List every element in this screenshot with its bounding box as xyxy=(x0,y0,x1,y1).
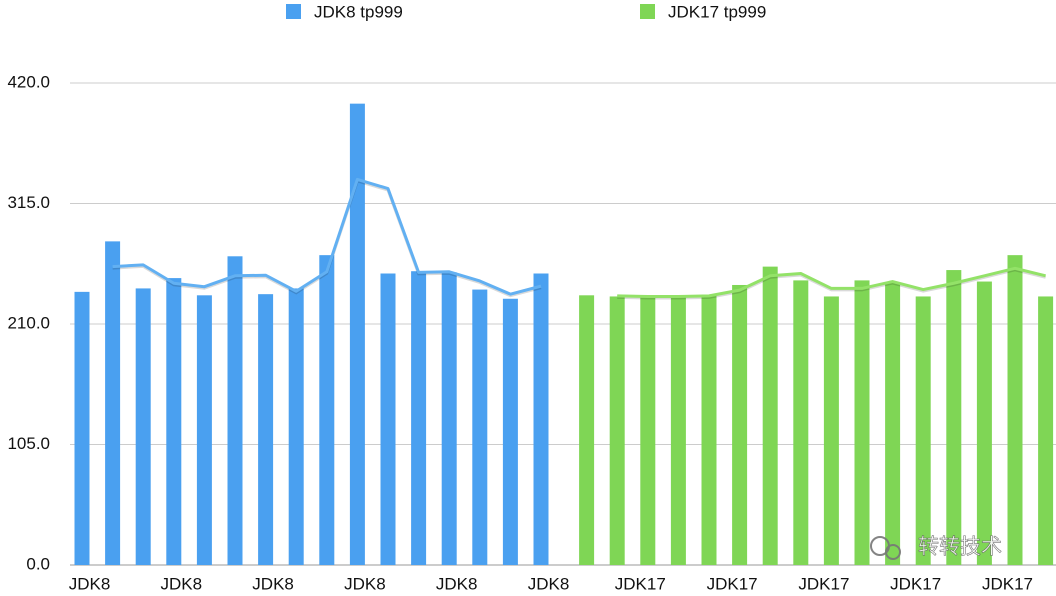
legend-swatch xyxy=(286,4,301,19)
y-tick-label: 315.0 xyxy=(7,193,50,212)
x-tick-label: JDK17 xyxy=(982,574,1033,593)
bar xyxy=(502,298,518,565)
bar xyxy=(915,296,931,565)
bar xyxy=(885,282,901,565)
bar xyxy=(105,241,121,565)
bar xyxy=(732,284,748,565)
bar xyxy=(976,281,992,565)
bar xyxy=(74,291,90,565)
watermark-icon xyxy=(885,544,901,560)
bar xyxy=(640,296,656,565)
bar xyxy=(793,280,809,565)
watermark-text: 转转技术 xyxy=(918,536,1002,559)
x-tick-label: JDK17 xyxy=(615,574,666,593)
bar xyxy=(166,278,182,565)
x-tick-label: JDK8 xyxy=(528,574,570,593)
bar xyxy=(227,256,243,565)
x-tick-label: JDK17 xyxy=(707,574,758,593)
bar xyxy=(762,266,778,565)
bar xyxy=(441,272,457,565)
watermark: 转转技术 xyxy=(870,535,1002,560)
x-tick-label: JDK8 xyxy=(161,574,203,593)
x-tick-label: JDK8 xyxy=(252,574,294,593)
bar xyxy=(135,288,151,565)
legend-swatch xyxy=(640,4,655,19)
y-tick-label: 210.0 xyxy=(7,313,50,332)
x-tick-label: JDK17 xyxy=(890,574,941,593)
bar xyxy=(411,271,427,565)
x-tick-label: JDK17 xyxy=(798,574,849,593)
trend-line xyxy=(112,177,542,296)
bar xyxy=(533,273,549,565)
trend-line xyxy=(617,266,1046,298)
bar xyxy=(823,296,839,565)
bar xyxy=(579,295,595,565)
y-tick-label: 420.0 xyxy=(7,72,50,91)
bar xyxy=(670,296,686,565)
bar xyxy=(946,270,962,565)
bar xyxy=(701,295,717,565)
bar xyxy=(258,294,274,565)
bar xyxy=(319,255,335,565)
y-tick-label: 0.0 xyxy=(26,554,50,573)
x-tick-label: JDK8 xyxy=(69,574,111,593)
bar xyxy=(854,280,870,565)
legend-label: JDK8 tp999 xyxy=(314,2,403,21)
bar xyxy=(1038,296,1054,565)
plot: 0.0 105.0 210.0 315.0 420.0 JDK8 JDK8 JDK8 JDK8 J… xyxy=(7,2,1056,593)
bar xyxy=(288,288,304,565)
bar xyxy=(472,289,488,565)
y-tick-label: 105.0 xyxy=(7,434,50,453)
legend-label: JDK17 tp999 xyxy=(668,2,766,21)
bar xyxy=(380,273,396,565)
bar xyxy=(609,296,625,565)
bar xyxy=(1007,255,1023,565)
x-tick-label: JDK8 xyxy=(344,574,386,593)
bar xyxy=(196,295,212,565)
x-tick-label: JDK8 xyxy=(436,574,478,593)
bar xyxy=(349,103,365,566)
